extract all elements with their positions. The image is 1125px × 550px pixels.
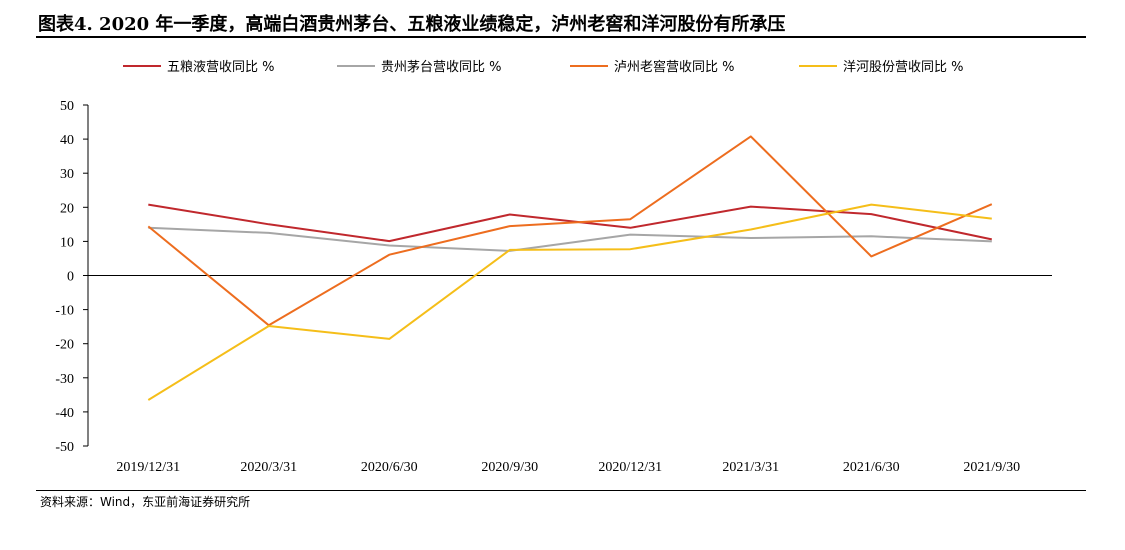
- y-tick-label: 50: [60, 99, 74, 114]
- legend-label-2: 贵州茅台营收同比 %: [381, 60, 502, 75]
- series-line-4: [147, 203, 992, 401]
- figure-title: 图表4. 2020 年一季度，高端白酒贵州茅台、五粮液业绩稳定，泸州老窖和洋河股…: [38, 14, 786, 35]
- series-line-2: [148, 226, 992, 252]
- series-layer: [147, 135, 993, 401]
- title-divider: [36, 36, 1086, 38]
- x-tick-label: 2019/12/31: [116, 460, 180, 475]
- legend: 五粮液营收同比 % 贵州茅台营收同比 % 泸州老窖营收同比 % 洋河股份营收同比 %: [123, 59, 964, 75]
- x-tick-label: 2020/6/30: [361, 460, 418, 475]
- legend-label-1: 五粮液营收同比 %: [167, 60, 275, 75]
- y-tick-label: -20: [55, 338, 74, 353]
- line-chart: 五粮液营收同比 % 贵州茅台营收同比 % 泸州老窖营收同比 % 洋河股份营收同比 % …: [55, 59, 1052, 475]
- y-tick-label: 30: [60, 167, 74, 182]
- legend-label-3: 泸州老窖营收同比 %: [614, 59, 735, 75]
- x-tick-label: 2021/3/31: [722, 460, 779, 475]
- series-line-3: [147, 135, 993, 327]
- y-axis: 50 40 30 20 10 0 -10 -20 -30 -40 -50: [55, 99, 89, 455]
- y-tick-label: -50: [55, 440, 74, 455]
- x-tick-label: 2021/9/30: [963, 460, 1020, 475]
- y-tick-label: -30: [55, 372, 74, 387]
- x-tick-label: 2020/3/31: [240, 460, 297, 475]
- y-tick-label: 0: [67, 270, 74, 285]
- x-tick-label: 2020/12/31: [598, 460, 662, 475]
- x-tick-label: 2020/9/30: [481, 460, 538, 475]
- y-tick-label: 40: [60, 133, 74, 148]
- source-divider: [36, 490, 1086, 491]
- y-tick-label: 10: [60, 235, 74, 250]
- y-tick-label: -40: [55, 406, 74, 421]
- legend-label-4: 洋河股份营收同比 %: [843, 60, 964, 75]
- x-tick-label: 2021/6/30: [843, 460, 900, 475]
- x-axis: 2019/12/31 2020/3/31 2020/6/30 2020/9/30 202…: [88, 275, 1052, 475]
- series-line-1: [148, 203, 993, 243]
- y-tick-label: 20: [60, 201, 74, 216]
- source-note: 资料来源：Wind，东亚前海证券研究所: [40, 495, 251, 509]
- y-tick-label: -10: [55, 304, 74, 319]
